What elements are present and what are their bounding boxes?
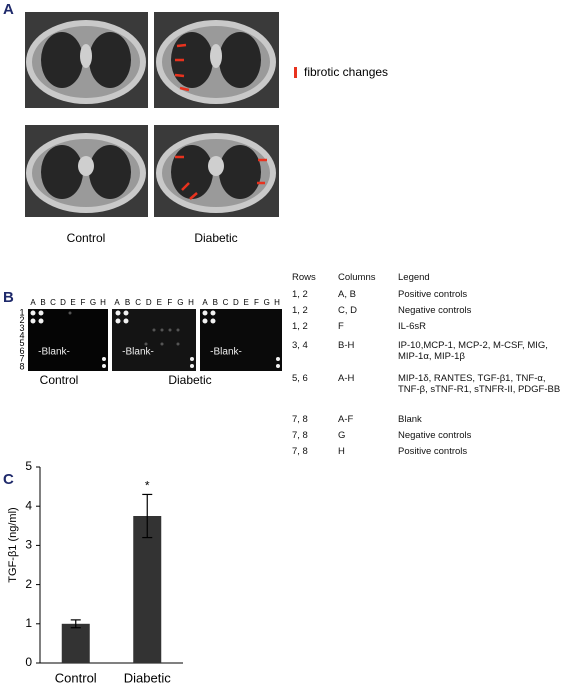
table-header: Legend bbox=[398, 272, 430, 283]
table-cell: G bbox=[338, 430, 346, 441]
table-cell: 5, 6 bbox=[292, 373, 308, 384]
table-cell: 7, 8 bbox=[292, 414, 308, 425]
table-cell: A, B bbox=[338, 289, 356, 300]
column-letter: G bbox=[177, 298, 183, 307]
bar bbox=[133, 516, 162, 663]
column-letter: A bbox=[114, 298, 120, 307]
y-tick-label: 3 bbox=[25, 538, 32, 552]
y-tick-label: 2 bbox=[25, 577, 32, 591]
table-cell: IP-10,MCP-1, MCP-2, M-CSF, MIG, MIP-1α, … bbox=[398, 340, 548, 362]
ct-image bbox=[25, 12, 148, 108]
column-letter: E bbox=[70, 298, 75, 307]
column-letter: B bbox=[40, 298, 45, 307]
table-cell: Negative controls bbox=[398, 305, 472, 316]
y-tick-label: 0 bbox=[25, 655, 32, 669]
y-tick-label: 4 bbox=[25, 498, 32, 512]
legend-swatch bbox=[294, 67, 297, 78]
row-number: 1 bbox=[19, 307, 24, 317]
column-letter: D bbox=[146, 298, 152, 307]
table-cell: 1, 2 bbox=[292, 321, 308, 332]
table-cell: C, D bbox=[338, 305, 357, 316]
table-cell: A-H bbox=[338, 373, 355, 384]
row-number: 6 bbox=[19, 346, 24, 356]
column-letter: F bbox=[254, 298, 259, 307]
blank-label: -Blank- bbox=[210, 347, 242, 358]
ct-image bbox=[154, 12, 279, 108]
column-letter: C bbox=[50, 298, 56, 307]
table-cell: Blank bbox=[398, 414, 422, 425]
table-cell: 7, 8 bbox=[292, 430, 308, 441]
table-cell: Positive controls bbox=[398, 446, 468, 457]
row-number: 7 bbox=[19, 354, 24, 364]
ct-image bbox=[25, 125, 148, 217]
column-letter: G bbox=[90, 298, 96, 307]
group-label: Control bbox=[40, 373, 79, 387]
column-letter: E bbox=[157, 298, 162, 307]
row-number: 5 bbox=[19, 338, 24, 348]
table-cell: Negative controls bbox=[398, 430, 472, 441]
column-letter: H bbox=[274, 298, 280, 307]
blank-label: -Blank- bbox=[122, 347, 154, 358]
x-tick-label: Control bbox=[55, 670, 97, 685]
table-cell: A-F bbox=[338, 414, 354, 425]
table-cell: 1, 2 bbox=[292, 305, 308, 316]
table-cell: Positive controls bbox=[398, 289, 468, 300]
panel-label: C bbox=[3, 471, 14, 488]
panel-label: B bbox=[3, 289, 14, 306]
table-cell: 7, 8 bbox=[292, 446, 308, 457]
table-cell: H bbox=[338, 446, 345, 457]
row-number: 2 bbox=[19, 315, 24, 325]
table-header: Columns bbox=[338, 272, 376, 283]
row-number: 3 bbox=[19, 323, 24, 333]
table-header: Rows bbox=[292, 272, 316, 283]
column-letter: C bbox=[223, 298, 229, 307]
column-letter: H bbox=[188, 298, 194, 307]
panel-label: A bbox=[3, 1, 14, 18]
error-bar bbox=[70, 619, 81, 629]
group-label: Control bbox=[67, 231, 106, 245]
table-cell: B-H bbox=[338, 340, 355, 351]
table-cell: MIP-1δ, RANTES, TGF-β1, TNF-α, TNF-β, sT… bbox=[398, 373, 561, 395]
column-letter: E bbox=[243, 298, 248, 307]
bar bbox=[61, 623, 90, 663]
x-tick-label: Diabetic bbox=[124, 670, 171, 685]
group-label: Diabetic bbox=[194, 231, 237, 245]
column-letter: B bbox=[213, 298, 218, 307]
ct-image bbox=[154, 125, 279, 217]
table-cell: IL-6sR bbox=[398, 321, 426, 332]
significance-mark: * bbox=[145, 479, 150, 493]
column-letter: A bbox=[30, 298, 36, 307]
group-label: Diabetic bbox=[168, 373, 211, 387]
row-number: 8 bbox=[19, 361, 24, 371]
column-letter: G bbox=[264, 298, 270, 307]
column-letter: A bbox=[202, 298, 208, 307]
y-axis-label: TGF-β1 (ng/ml) bbox=[7, 507, 19, 582]
column-letter: D bbox=[233, 298, 239, 307]
legend-label: fibrotic changes bbox=[304, 65, 388, 79]
row-number: 4 bbox=[19, 330, 24, 340]
y-tick-label: 1 bbox=[25, 616, 32, 630]
column-letter: C bbox=[135, 298, 141, 307]
column-letter: H bbox=[100, 298, 106, 307]
blank-label: -Blank- bbox=[38, 347, 70, 358]
column-letter: F bbox=[81, 298, 86, 307]
y-tick-label: 5 bbox=[25, 459, 32, 473]
array-images bbox=[28, 309, 282, 371]
table-cell: 1, 2 bbox=[292, 289, 308, 300]
column-letter: D bbox=[60, 298, 66, 307]
error-bar bbox=[142, 493, 153, 539]
table-cell: F bbox=[338, 321, 344, 332]
table-cell: 3, 4 bbox=[292, 340, 308, 351]
column-letter: F bbox=[167, 298, 172, 307]
ct-images bbox=[25, 12, 279, 217]
column-letter: B bbox=[125, 298, 130, 307]
